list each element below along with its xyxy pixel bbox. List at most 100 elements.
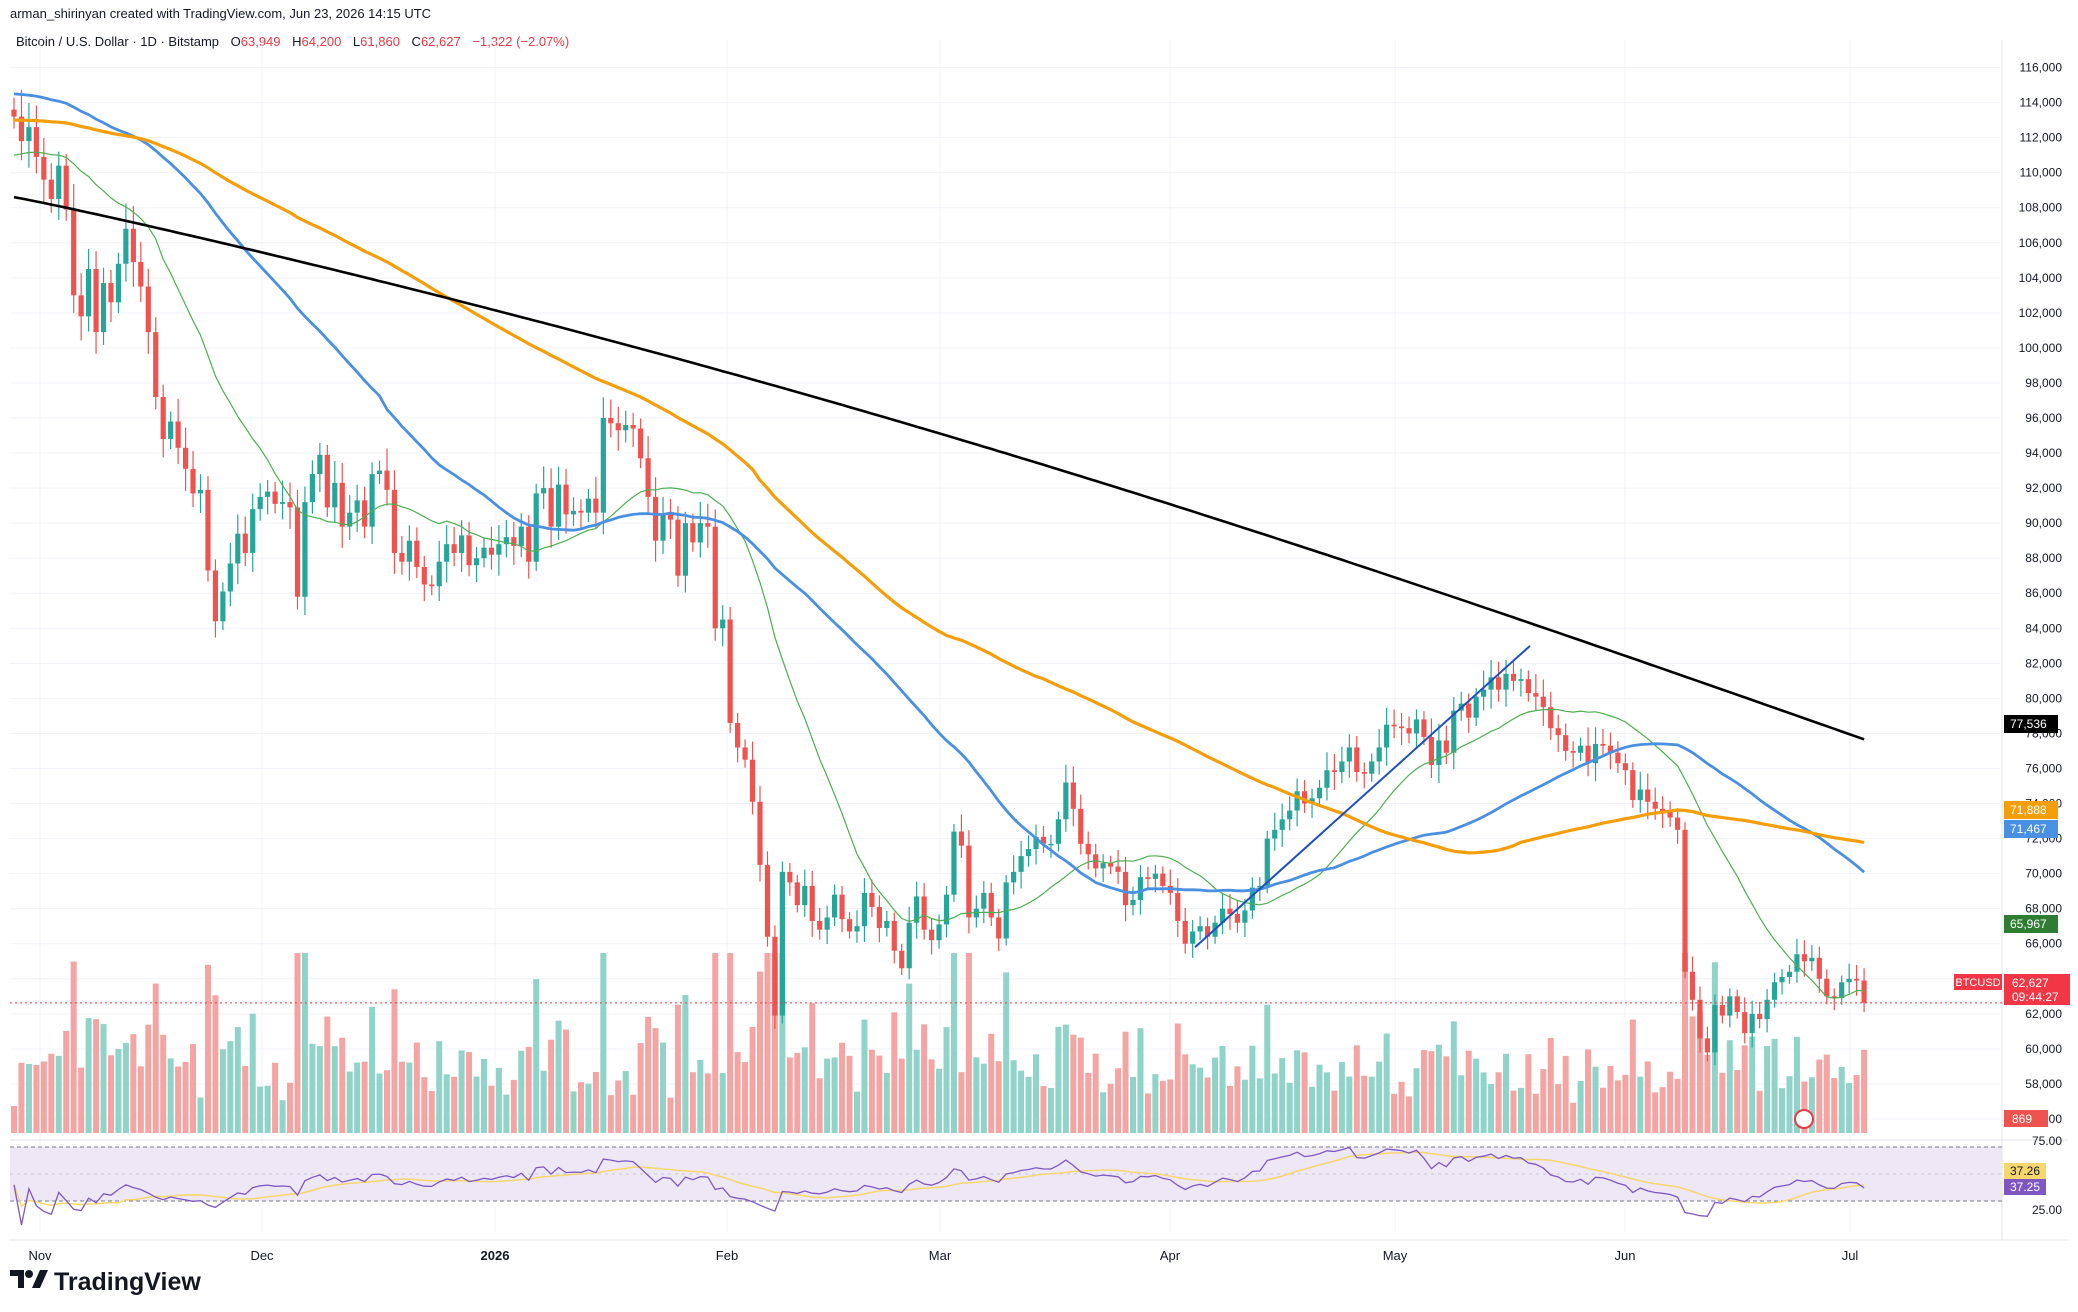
candle-body [1428,736,1434,765]
volume-bar [637,1043,644,1133]
volume-bar [1719,1072,1726,1133]
candle-body [712,526,718,629]
change-value: −1,322 (−2.07%) [472,34,570,49]
candle-body [1704,1038,1711,1053]
volume-bar [480,1058,487,1133]
candle-body [93,269,99,333]
volume-bar [876,1055,883,1133]
volume-bar [175,1066,182,1133]
candle-body [1615,752,1621,764]
volume-bar [1599,1087,1606,1133]
volume-bar [1570,1102,1577,1133]
volume-bar [413,1042,420,1133]
volume-bar [1532,1093,1539,1133]
candle-body [1436,740,1442,765]
volume-bar [1808,1077,1815,1133]
open-label: O [230,34,241,49]
volume-bar [1107,1083,1114,1133]
trendline [1194,645,1531,948]
symbol-legend[interactable]: Bitcoin / U.S. Dollar · 1D · Bitstamp O6… [16,34,569,49]
last-price-text: 62,627 [2012,976,2049,990]
volume-bar [1816,1059,1823,1133]
candle-body [71,209,77,296]
volume-bar [294,953,301,1133]
candle-body [1234,913,1241,923]
candle-body [354,500,360,513]
candle-body [906,922,912,969]
candle-body [1264,838,1270,886]
volume-bar [533,979,540,1133]
volume-bar [831,1057,838,1133]
volume-bar [1764,1046,1771,1133]
candle-body [1331,770,1338,772]
tradingview-logo[interactable]: TradingView [10,1268,201,1297]
volume-bar [518,1050,525,1133]
candle-body [444,544,450,562]
volume-bar [339,1037,346,1133]
volume-bar [1525,1054,1532,1133]
candle-body [1749,1013,1755,1034]
candle-body [1055,819,1061,844]
ma_long-tag-text: 77,536 [2010,717,2047,731]
volume-bar [995,1061,1002,1133]
candle-body [220,591,226,622]
time-tick-label: Dec [250,1248,274,1263]
candle-body [294,507,301,597]
candle-body [600,418,606,513]
candle-body [1742,1012,1748,1034]
volume-bar [55,1055,62,1133]
volume-bar [1152,1074,1159,1133]
candle-body [1122,871,1129,906]
high-value: 64,200 [301,34,342,49]
volume-bar [1786,1076,1793,1133]
volume-bar [1756,1090,1763,1133]
candle-body [1063,782,1069,820]
candle-body [1100,863,1106,869]
volume-bar [674,1004,681,1133]
symbol-tag-text: BTCUSD [1955,977,2000,989]
volume-bar [913,1049,920,1133]
volume-bar [1226,1085,1233,1133]
volume-bar [63,1030,70,1133]
candle-body [33,127,39,157]
price-tick-label: 114,000 [2020,96,2063,110]
volume-bar [1443,1056,1450,1133]
volume-bar [1450,1021,1457,1133]
candle-body [1339,761,1345,772]
volume-bar [488,1085,495,1133]
volume-bar [1540,1069,1547,1133]
candle-body [809,885,815,921]
volume-bar [1383,1033,1390,1133]
candle-body [1451,710,1457,753]
candle-body [347,512,353,527]
volume-bar [1003,972,1010,1133]
volume-bar [503,1094,510,1133]
candle-body [376,470,383,475]
candle-body [1592,743,1599,764]
volume-bar [1779,1088,1786,1133]
candle-body [1831,996,1837,999]
candle-body [1809,957,1815,962]
ma_slow-tag [2004,801,2058,819]
candle-body [899,950,905,969]
volume-bar [577,1082,584,1133]
rsi-level-label: 25.00 [2032,1203,2062,1217]
rsi-line [13,1146,1865,1226]
candle-body [563,484,569,515]
volume-bar [1503,1053,1509,1133]
volume-bar [1077,1037,1084,1133]
candle-body [100,283,107,333]
candle-body [824,917,830,930]
candle-body [1205,926,1211,937]
candle-body [391,489,398,553]
candle-body [660,514,666,541]
candle-body [1182,920,1188,944]
candle-body [1488,677,1494,690]
volume-bar [421,1077,428,1133]
candle-body [1533,693,1539,697]
volume-bar [1279,1058,1286,1133]
volume-bar [25,1063,32,1133]
candle-body [832,894,838,918]
candle-body [518,526,524,546]
